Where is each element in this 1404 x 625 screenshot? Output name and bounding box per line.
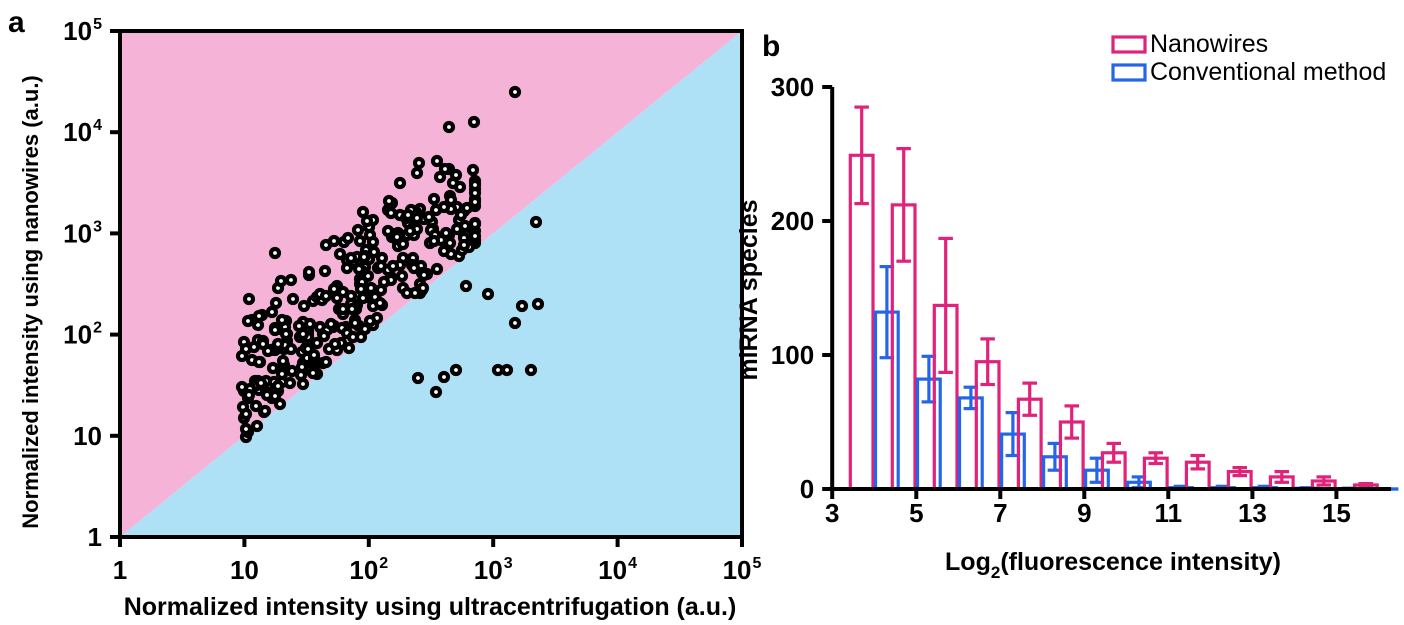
svg-text:Conventional method: Conventional method [1150,58,1386,86]
svg-text:13: 13 [1238,498,1267,528]
svg-text:b: b [762,30,780,63]
svg-text:10: 10 [73,421,102,451]
svg-text:1: 1 [88,522,102,552]
svg-text:102: 102 [63,320,102,350]
svg-text:10: 10 [230,555,259,585]
svg-text:104: 104 [598,555,637,585]
svg-text:105: 105 [723,555,762,585]
svg-text:7: 7 [993,498,1007,528]
svg-text:miRNA species: miRNA species [735,199,763,380]
svg-text:15: 15 [1322,498,1351,528]
svg-text:5: 5 [909,498,923,528]
svg-text:1: 1 [113,555,127,585]
svg-text:a: a [8,6,25,39]
svg-text:Log2(fluorescence intensity): Log2(fluorescence intensity) [945,548,1281,582]
svg-text:300: 300 [771,72,814,102]
svg-text:9: 9 [1077,498,1091,528]
svg-text:103: 103 [63,218,102,248]
svg-text:Normalized intensity using ult: Normalized intensity using ultracentrifu… [124,593,737,621]
svg-text:11: 11 [1155,498,1183,528]
svg-text:100: 100 [771,340,814,370]
svg-text:103: 103 [474,555,513,585]
svg-text:Nanowires: Nanowires [1150,30,1268,58]
svg-text:3: 3 [825,498,839,528]
svg-text:Normalized intensity using nan: Normalized intensity using nanowires (a.… [18,75,43,529]
svg-text:104: 104 [63,117,102,147]
svg-text:200: 200 [771,206,814,236]
svg-text:102: 102 [349,555,388,585]
svg-text:105: 105 [63,16,102,46]
svg-text:0: 0 [800,474,814,504]
